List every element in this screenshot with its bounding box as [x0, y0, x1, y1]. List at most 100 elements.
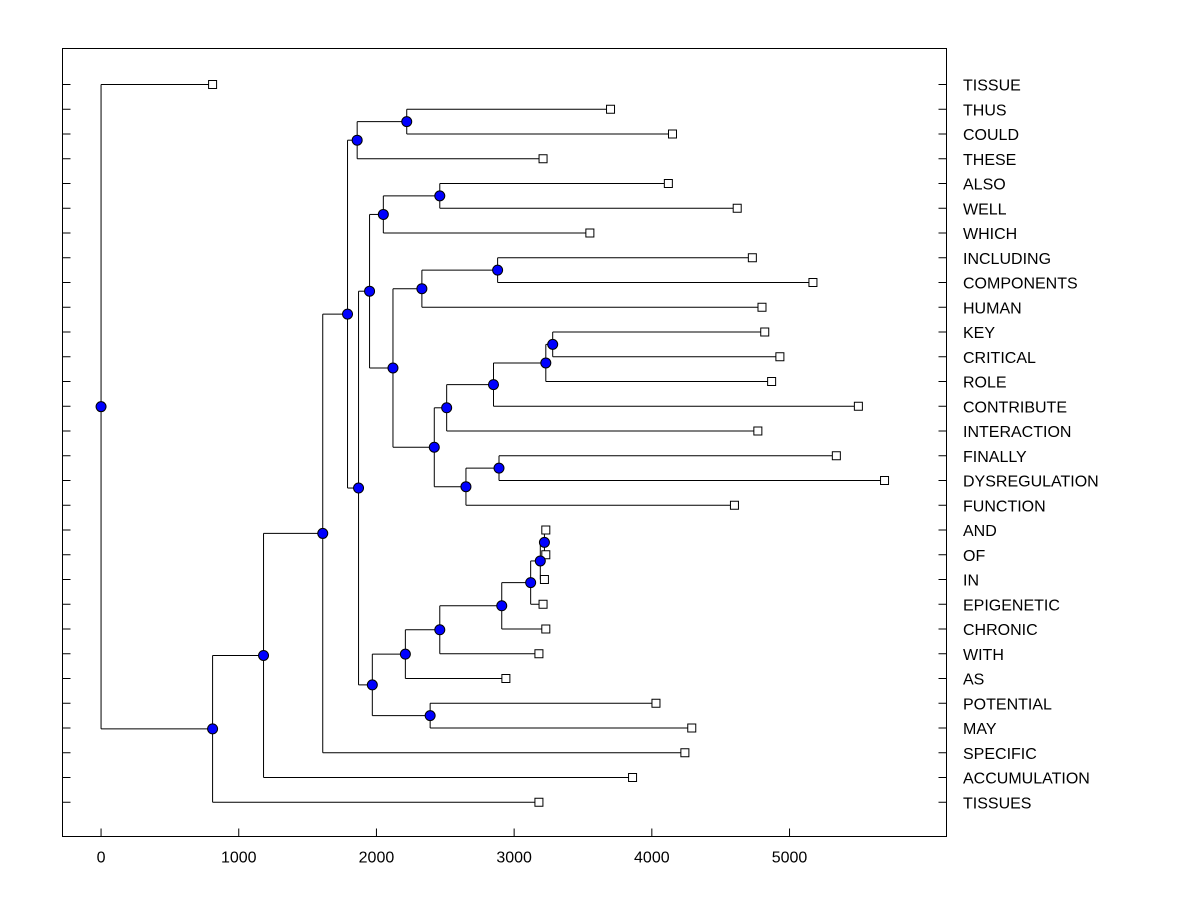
leaf-markers	[208, 80, 890, 807]
leaf-label-specific: SPECIFIC	[963, 746, 1037, 763]
x-axis: 0 1000 2000 3000 4000 5000	[97, 828, 808, 867]
merge-node-n19	[434, 190, 446, 202]
leaf-label-epigenetic: EPIGENETIC	[963, 597, 1060, 614]
leaf-label-in: IN	[963, 573, 979, 590]
leaf-label-and: AND	[963, 523, 997, 540]
merge-node-n7	[424, 710, 436, 722]
merge-node-n10	[540, 357, 552, 369]
leaf-marker-chronic	[541, 624, 551, 634]
merge-node-n21	[364, 285, 376, 297]
leaf-label-dysregulation: DYSREGULATION	[963, 474, 1099, 491]
x-tick-label-2000: 2000	[359, 850, 395, 867]
leaf-label-components: COMPONENTS	[963, 276, 1078, 293]
merge-node-n6	[399, 648, 411, 660]
merge-node-n16	[492, 264, 504, 276]
leaf-label-including: INCLUDING	[963, 251, 1051, 268]
leaf-labels: TISSUE THUS COULD THESE ALSO WELL WHICH INCLUDI…	[963, 78, 1099, 813]
leaf-label-function: FUNCTION	[963, 498, 1046, 515]
leaf-label-role: ROLE	[963, 375, 1007, 392]
leaf-marker-key	[760, 327, 770, 337]
leaf-marker-which	[585, 228, 595, 238]
leaf-label-key: KEY	[963, 325, 995, 342]
leaf-marker-may	[687, 723, 697, 733]
merge-node-n3	[525, 577, 537, 589]
merge-node-n17	[416, 283, 428, 295]
leaf-label-may: MAY	[963, 721, 997, 738]
leaf-marker-specific	[680, 748, 690, 758]
leaf-marker-epigenetic	[538, 599, 548, 609]
x-tick-label-4000: 4000	[634, 850, 670, 867]
leaf-marker-tissues	[534, 797, 544, 807]
leaf-label-of: OF	[963, 548, 985, 565]
leaf-marker-and	[541, 525, 551, 535]
leaf-marker-accumulation	[628, 773, 638, 782]
leaf-ticks	[62, 84, 947, 803]
merge-node-n15	[428, 441, 440, 453]
leaf-marker-these	[538, 154, 548, 164]
merge-node-n26	[317, 527, 329, 539]
leaf-marker-components	[808, 278, 818, 287]
leaf-marker-including	[747, 253, 757, 263]
merge-node-n11	[487, 379, 499, 391]
merge-node-n24	[351, 134, 363, 146]
leaf-label-also: ALSO	[963, 177, 1006, 194]
merge-node-n14	[460, 481, 472, 493]
leaf-label-these: THESE	[963, 152, 1016, 169]
merge-node-n13	[493, 462, 505, 474]
leaf-label-contribute: CONTRIBUTE	[963, 399, 1067, 416]
merge-node-n23	[401, 116, 413, 128]
leaf-label-tissue: TISSUE	[963, 78, 1021, 95]
leaf-marker-also	[663, 179, 673, 188]
x-tick-label-5000: 5000	[772, 850, 808, 867]
merge-node-n28	[207, 723, 219, 735]
merge-node-n9	[547, 338, 559, 350]
leaf-marker-role	[767, 377, 777, 386]
leaf-marker-interaction	[753, 426, 763, 436]
leaf-marker-of	[541, 550, 551, 560]
merge-node-n18	[387, 362, 399, 374]
x-tick-label-3000: 3000	[496, 850, 532, 867]
merge-node-n5	[434, 624, 446, 636]
leaf-label-critical: CRITICAL	[963, 350, 1036, 367]
leaf-marker-in	[539, 575, 549, 584]
leaf-marker-tissue	[208, 80, 218, 89]
leaf-marker-finally	[831, 451, 841, 461]
merge-node-n8	[366, 679, 378, 691]
leaf-label-which: WHICH	[963, 226, 1017, 243]
leaf-label-could: COULD	[963, 127, 1019, 144]
leaf-marker-dysregulation	[880, 476, 890, 485]
merge-node-n20	[377, 208, 389, 220]
merge-node-n2	[534, 555, 546, 567]
plot-frame	[62, 48, 947, 837]
merge-nodes	[95, 116, 559, 735]
leaf-label-tissues: TISSUES	[963, 795, 1031, 812]
leaf-marker-could	[667, 129, 677, 139]
leaf-marker-function	[729, 500, 739, 510]
leaf-marker-as	[501, 674, 511, 683]
leaf-marker-human	[757, 302, 767, 312]
merge-node-root	[95, 401, 107, 413]
x-tick-label-0: 0	[97, 850, 106, 867]
merge-node-n1	[538, 536, 550, 548]
merge-node-n27	[258, 649, 270, 661]
leaf-label-chronic: CHRONIC	[963, 622, 1038, 639]
x-tick-label-1000: 1000	[221, 850, 257, 867]
leaf-label-human: HUMAN	[963, 300, 1022, 317]
leaf-label-finally: FINALLY	[963, 449, 1027, 466]
leaf-marker-contribute	[853, 401, 863, 411]
leaf-label-potential: POTENTIAL	[963, 696, 1052, 713]
merge-node-n22	[353, 482, 365, 494]
merge-node-n4	[496, 600, 508, 612]
merge-node-n25	[342, 308, 354, 320]
leaf-label-well: WELL	[963, 201, 1007, 218]
leaf-label-accumulation: ACCUMULATION	[963, 771, 1090, 788]
leaf-label-thus: THUS	[963, 102, 1007, 119]
leaf-label-with: WITH	[963, 647, 1004, 664]
leaf-label-as: AS	[963, 672, 984, 689]
leaf-marker-thus	[606, 104, 616, 114]
leaf-marker-with	[534, 649, 544, 659]
leaf-marker-critical	[775, 352, 785, 362]
leaf-marker-well	[732, 203, 742, 213]
leaf-marker-potential	[651, 698, 661, 708]
